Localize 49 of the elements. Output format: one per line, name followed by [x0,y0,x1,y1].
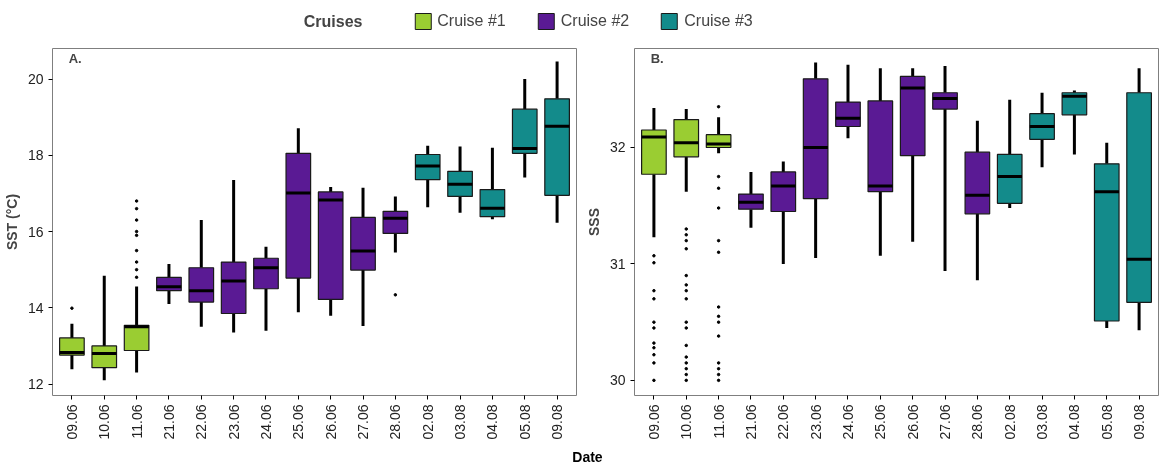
legend-title: Cruises [303,13,363,30]
x-tick-label: 24.06 [839,404,856,440]
y-tick-label: 14 [27,299,44,316]
x-tick-label: 02.08 [419,404,436,440]
x-tick-label: 24.06 [257,404,274,440]
x-tick-label: 09.08 [1131,404,1148,440]
x-tick-label: 03.08 [1034,404,1051,440]
y-tick-label: 30 [609,372,626,389]
x-tick-label: 11.06 [128,404,145,439]
y-tick-label: 18 [27,147,44,164]
x-tick-label: 25.06 [872,404,889,440]
y-axis-title: SSS [585,207,602,237]
x-tick-label: 23.06 [225,404,242,440]
y-tick-label: 32 [609,139,626,156]
x-tick-label: 21.06 [742,404,759,440]
x-tick-label: 09.06 [645,404,662,440]
x-tick-label: 10.06 [678,404,695,440]
x-tick-label: 28.06 [969,404,986,440]
x-tick-label: 25.06 [290,404,307,440]
y-tick-label: 16 [27,223,44,240]
x-tick-label: 22.06 [775,404,792,440]
x-tick-label: 02.08 [1001,404,1018,440]
x-tick-label: 10.06 [96,404,113,440]
legend-label: Cruise #3 [684,12,753,30]
x-tick-label: 09.08 [549,404,566,440]
y-tick-label: 20 [27,71,44,88]
x-tick-label: 09.06 [63,404,80,440]
x-tick-label: 26.06 [322,404,339,440]
x-tick-label: 21.06 [160,404,177,440]
x-axis-title: Date [572,448,603,467]
x-tick-label: 26.06 [904,404,921,440]
x-tick-label: 03.08 [452,404,469,440]
legend-label: Cruise #2 [560,12,630,30]
y-tick-label: 12 [27,376,44,393]
x-tick-label: 05.08 [1098,404,1115,440]
x-tick-label: 04.08 [1066,404,1083,440]
legend-label: Cruise #1 [437,12,506,30]
x-tick-label: 11.06 [710,404,727,439]
x-tick-label: 05.08 [516,404,533,440]
x-tick-label: 27.06 [937,404,954,440]
annotation: A. [68,50,82,66]
x-tick-label: 28.06 [387,404,404,440]
annotation: B. [650,50,664,66]
x-tick-label: 22.06 [193,404,210,440]
x-tick-label: 04.08 [484,404,501,440]
x-tick-label: 23.06 [807,404,824,440]
y-axis-title: SST (°C) [3,193,20,251]
x-tick-label: 27.06 [355,404,372,440]
y-tick-label: 31 [609,255,626,272]
